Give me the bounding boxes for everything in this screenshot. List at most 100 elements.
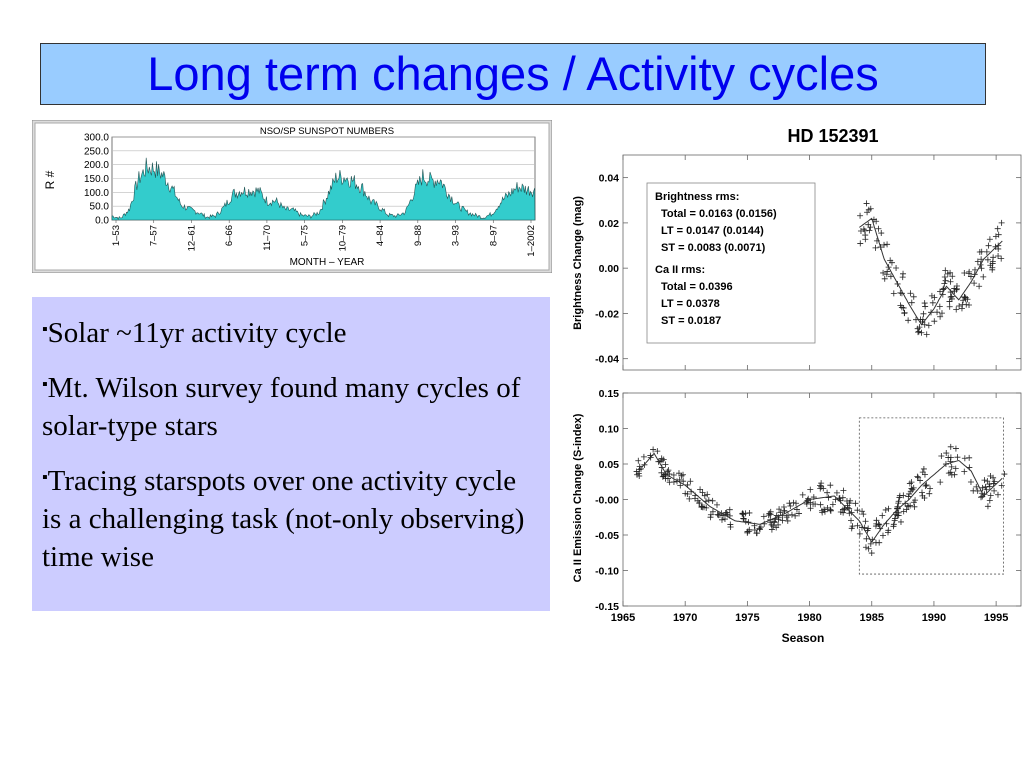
xtick-label: 1980 — [797, 612, 821, 624]
data-point — [775, 521, 782, 528]
sunspot-ytick: 200.0 — [84, 160, 109, 171]
data-point — [941, 274, 948, 281]
data-point — [817, 501, 824, 508]
data-point — [634, 471, 641, 478]
data-point — [793, 500, 800, 507]
bullet-item: ▪Tracing starspots over one activity cyc… — [42, 459, 542, 576]
rms-text: Total = 0.0163 (0.0156) — [661, 208, 777, 220]
data-point — [961, 455, 968, 462]
data-point — [857, 212, 864, 219]
rms-box — [646, 182, 816, 344]
data-point — [677, 482, 684, 489]
data-point — [810, 501, 817, 508]
data-point — [976, 283, 983, 290]
data-point — [859, 508, 866, 515]
ytick-label: 0.10 — [599, 424, 620, 436]
data-point — [876, 521, 883, 528]
sunspot-xtick: 12–61 — [186, 225, 197, 251]
data-point — [887, 257, 894, 264]
sunspot-ytick: 50.0 — [90, 202, 110, 213]
data-point — [756, 526, 763, 533]
data-point — [718, 516, 725, 523]
xtick-label: 1965 — [611, 612, 635, 624]
data-point — [867, 540, 874, 547]
data-point — [946, 298, 953, 305]
sunspot-title: NSO/SP SUNSPOT NUMBERS — [260, 126, 394, 137]
data-point — [726, 506, 733, 513]
data-point — [911, 503, 918, 510]
data-point — [920, 465, 927, 472]
data-point — [942, 267, 949, 274]
data-point — [739, 510, 746, 517]
sunspot-xtick: 7–57 — [149, 225, 160, 246]
data-point — [907, 290, 914, 297]
data-point — [961, 468, 968, 475]
ytick-label: -0.02 — [595, 308, 619, 320]
rms-text: ST = 0.0083 (0.0071) — [661, 242, 766, 254]
data-point — [966, 268, 973, 275]
data-point — [952, 465, 959, 472]
sunspot-xtick: 1–53 — [111, 225, 122, 246]
data-point — [910, 293, 917, 300]
data-point — [857, 240, 864, 247]
data-point — [951, 471, 958, 478]
rms-text: LT = 0.0378 — [661, 298, 720, 310]
data-point — [776, 506, 783, 513]
data-point — [948, 463, 955, 470]
bullet-text: Solar ~11yr activity cycle — [47, 317, 347, 349]
data-point — [751, 527, 758, 534]
data-point — [906, 490, 913, 497]
data-point — [827, 507, 834, 514]
data-point — [921, 300, 928, 307]
data-point — [781, 508, 788, 515]
data-point — [868, 550, 875, 557]
data-point — [742, 518, 749, 525]
data-point — [946, 303, 953, 310]
data-point — [670, 472, 677, 479]
ytick-label: 0.00 — [599, 263, 620, 275]
data-point — [707, 511, 714, 518]
data-point — [952, 445, 959, 452]
sunspot-xtick: 3–93 — [451, 225, 462, 246]
slide-title-box: Long term changes / Activity cycles — [40, 43, 986, 105]
data-point — [721, 516, 728, 523]
data-point — [915, 328, 922, 335]
data-point — [824, 489, 831, 496]
data-point — [658, 455, 665, 462]
xtick-label: 1970 — [673, 612, 697, 624]
data-point — [863, 535, 870, 542]
data-point — [960, 297, 967, 304]
data-point — [934, 309, 941, 316]
data-point — [885, 505, 892, 512]
data-point — [666, 479, 673, 486]
data-point — [879, 512, 886, 519]
data-point — [938, 452, 945, 459]
data-point — [746, 509, 753, 516]
data-point — [947, 443, 954, 450]
data-point — [921, 321, 928, 328]
data-point — [887, 273, 894, 280]
data-point — [818, 480, 825, 487]
rms-text: Ca II rms: — [655, 264, 705, 276]
data-point — [921, 494, 928, 501]
data-point — [792, 512, 799, 519]
rms-text: LT = 0.0147 (0.0144) — [661, 225, 764, 237]
data-point — [931, 318, 938, 325]
bullet-item: ▪Mt. Wilson survey found many cycles of … — [42, 366, 542, 445]
data-point — [866, 227, 873, 234]
sunspot-xtick: 9–88 — [413, 225, 424, 246]
data-point — [895, 498, 902, 505]
data-point — [873, 520, 880, 527]
data-point — [980, 273, 987, 280]
data-point — [707, 514, 714, 521]
data-point — [971, 280, 978, 287]
data-point — [991, 487, 998, 494]
data-point — [979, 484, 986, 491]
data-point — [829, 501, 836, 508]
data-point — [908, 479, 915, 486]
data-point — [872, 244, 879, 251]
data-point — [982, 483, 989, 490]
ytick-label: -0.00 — [595, 495, 619, 507]
bullet-marker: ▪ — [42, 376, 48, 393]
